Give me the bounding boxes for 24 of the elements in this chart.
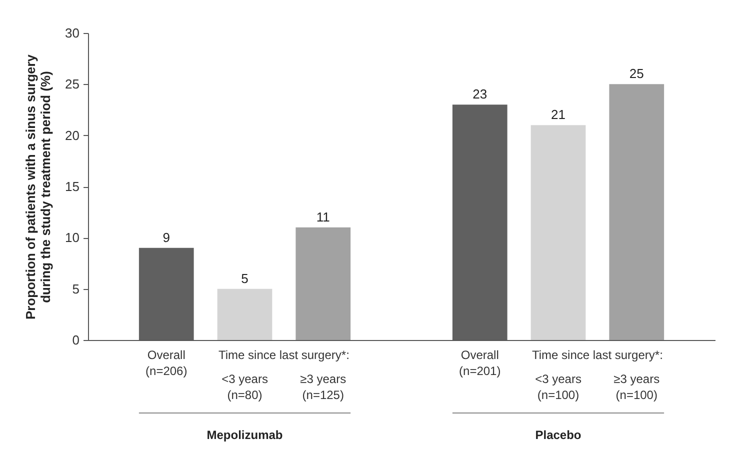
x-tick-label: Overall (n=201)	[459, 348, 501, 378]
text: Mepolizumab	[206, 428, 283, 442]
data-label: 11	[316, 209, 330, 224]
y-axis-title: Proportion of patients with a sinus surgery during the study treatment period (%)	[23, 54, 54, 320]
x-tick-label: <3 years (n=100)	[535, 372, 582, 402]
text: Time since last surgery*:	[532, 348, 663, 362]
y-tick-label: 30	[65, 26, 80, 40]
x-tick-label: ≥3 years (n=100)	[614, 372, 660, 402]
y-tick-label: 20	[65, 128, 80, 143]
y-tick-label: 25	[65, 76, 80, 92]
text: Time since last surgery*:	[218, 348, 350, 362]
y-tick-label: 10	[65, 230, 80, 246]
data-label: 9	[162, 230, 170, 245]
data-label: 5	[241, 270, 248, 286]
y-tick-label: 15	[65, 179, 80, 194]
y-tick-label: 5	[72, 281, 80, 296]
y-tick-label: 0	[72, 332, 80, 348]
data-label: 23	[472, 86, 488, 102]
x-tick-label: ≥3 years (n=125)	[300, 372, 346, 402]
x-tick-label: <3 years (n=80)	[222, 372, 268, 402]
x-tick-label: Overall (n=206)	[146, 348, 188, 378]
data-label: 25	[629, 66, 644, 82]
text: Placebo	[535, 428, 582, 442]
data-label: 21	[551, 107, 566, 122]
